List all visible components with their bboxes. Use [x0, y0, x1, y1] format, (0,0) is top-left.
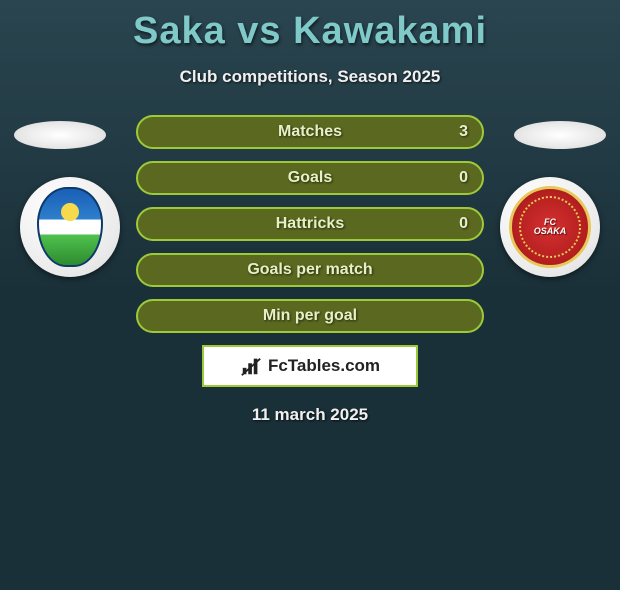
- page-title: Saka vs Kawakami: [0, 10, 620, 53]
- footer-date: 11 march 2025: [0, 405, 620, 425]
- stat-row-hattricks: Hattricks 0: [136, 207, 484, 241]
- stat-row-goals-per-match: Goals per match: [136, 253, 484, 287]
- brand-text: FcTables.com: [268, 356, 380, 376]
- stat-label: Goals: [288, 169, 332, 187]
- shield-icon: [37, 187, 103, 267]
- stat-row-goals: Goals 0: [136, 161, 484, 195]
- badge-icon: FCOSAKA: [509, 186, 591, 268]
- stat-label: Min per goal: [263, 307, 357, 325]
- comparison-layout: FCOSAKA Matches 3 Goals 0 Hattricks 0 Go…: [0, 115, 620, 425]
- crest-label-right: FCOSAKA: [534, 218, 567, 236]
- subtitle: Club competitions, Season 2025: [0, 67, 620, 87]
- brand-box[interactable]: FcTables.com: [202, 345, 418, 387]
- bar-chart-icon: [240, 355, 262, 377]
- player-ellipse-left: [14, 121, 106, 149]
- stat-row-min-per-goal: Min per goal: [136, 299, 484, 333]
- stat-value-right: 0: [459, 215, 468, 233]
- stat-row-matches: Matches 3: [136, 115, 484, 149]
- team-crest-right: FCOSAKA: [500, 177, 600, 277]
- stat-label: Goals per match: [247, 261, 372, 279]
- stat-label: Matches: [278, 123, 342, 141]
- stat-value-right: 3: [459, 123, 468, 141]
- stat-value-right: 0: [459, 169, 468, 187]
- stat-label: Hattricks: [276, 215, 344, 233]
- team-crest-left: [20, 177, 120, 277]
- stats-list: Matches 3 Goals 0 Hattricks 0 Goals per …: [136, 115, 484, 333]
- player-ellipse-right: [514, 121, 606, 149]
